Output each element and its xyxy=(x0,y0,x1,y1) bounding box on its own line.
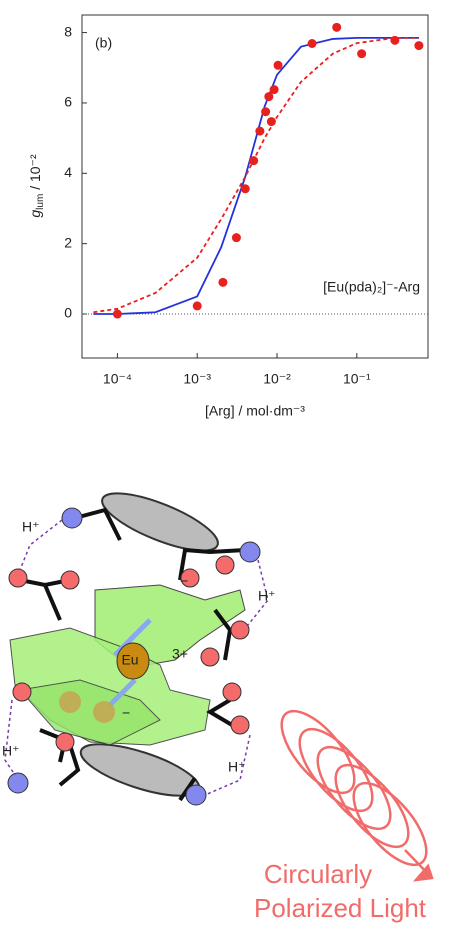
x-tick-label: 10⁻² xyxy=(263,371,291,387)
x-axis-label: [Arg] / mol·dm⁻³ xyxy=(205,403,305,419)
data-point xyxy=(113,310,122,319)
proton-label: H⁺ xyxy=(22,519,40,535)
x-tick-label: 10⁻³ xyxy=(183,371,211,387)
y-tick-label: 8 xyxy=(64,23,72,39)
data-point xyxy=(414,41,423,50)
data-point xyxy=(218,278,227,287)
charge-label: − xyxy=(122,705,130,721)
data-point xyxy=(232,233,241,242)
data-point xyxy=(255,127,264,136)
data-point xyxy=(357,49,366,58)
caption: Circularly xyxy=(264,859,372,889)
x-tick-label: 10⁻¹ xyxy=(343,371,371,387)
y-axis-label: glum / 10⁻² xyxy=(27,154,46,218)
data-point xyxy=(241,184,250,193)
metal-charge: 3+ xyxy=(172,646,188,662)
data-point xyxy=(249,156,258,165)
y-label-subscript: lum xyxy=(35,194,46,210)
y-tick-label: 0 xyxy=(64,305,72,321)
annotation: [Eu(pda)₂]⁻-Arg xyxy=(323,279,420,295)
data-point xyxy=(270,85,279,94)
x-tick-label: 10⁻⁴ xyxy=(103,371,132,387)
plot-frame xyxy=(82,15,428,358)
y-tick-label: 2 xyxy=(64,234,72,250)
y-tick-label: 6 xyxy=(64,94,72,110)
metal-label: Eu xyxy=(121,652,138,668)
charge-label: − xyxy=(180,573,188,589)
y-tick-label: 4 xyxy=(64,164,72,180)
fit-line xyxy=(93,38,419,314)
y-label-rest: / 10⁻² xyxy=(27,154,43,194)
data-point xyxy=(332,23,341,32)
data-point xyxy=(390,36,399,45)
data-point xyxy=(308,39,317,48)
fit-line xyxy=(93,38,419,312)
data-point xyxy=(193,301,202,310)
figure: (b) [Eu(pda)₂]⁻-Arg [Arg] / mol·dm⁻³ glu… xyxy=(0,0,460,928)
proton-label: H⁺ xyxy=(258,588,276,604)
y-label-symbol: g xyxy=(27,210,43,218)
data-point xyxy=(261,107,270,116)
light-helix xyxy=(269,700,439,880)
proton-label: H⁺ xyxy=(2,743,20,759)
complex-diagram: Eu 3+ H⁺ H⁺ H⁺ H⁺ − − xyxy=(2,482,276,806)
caption: Polarized Light xyxy=(254,893,427,923)
data-point xyxy=(267,117,276,126)
data-point xyxy=(274,61,283,70)
proton-label: H⁺ xyxy=(228,759,246,775)
panel-label: (b) xyxy=(95,35,112,51)
